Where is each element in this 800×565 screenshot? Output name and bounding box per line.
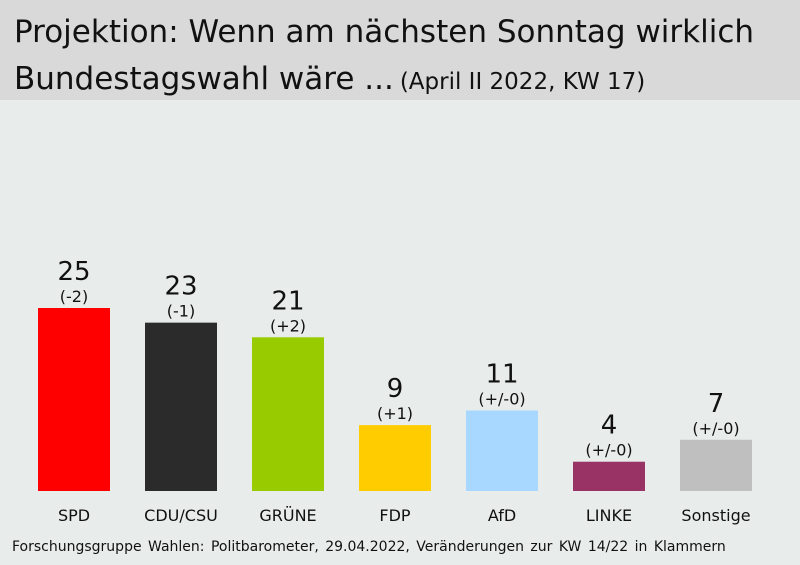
- category-label-afd: AfD: [488, 506, 516, 525]
- change-label-fdp: (+1): [377, 404, 413, 423]
- chart-title-line-1: Projektion: Wenn am nächsten Sonntag wir…: [14, 14, 755, 50]
- category-label-linke: LINKE: [586, 506, 632, 525]
- category-label-spd: SPD: [58, 506, 90, 525]
- bar-sonstige: [680, 439, 752, 491]
- source-note: Forschungsgruppe Wahlen: Politbarometer,…: [12, 539, 726, 555]
- chart-title-line-2-text: Bundestagswahl wäre ...: [14, 61, 394, 97]
- category-label-cdu-csu: CDU/CSU: [144, 506, 218, 525]
- change-label-sonstige: (+/-0): [692, 419, 739, 438]
- value-label-spd: 25: [57, 257, 90, 287]
- change-label-cdu-csu: (-1): [167, 302, 195, 321]
- change-label-gr-ne: (+2): [270, 316, 306, 335]
- bar-chart: (-2)25 SPD (-1)23 CDU/CSU (+2)21 GRÜNE (+1)9 FD…: [38, 257, 752, 525]
- change-label-spd: (-2): [60, 287, 88, 306]
- bar-cdu-csu: [145, 322, 217, 491]
- value-label-afd: 11: [485, 359, 518, 389]
- bar-afd: [466, 410, 538, 491]
- value-label-linke: 4: [601, 411, 618, 441]
- change-label-afd: (+/-0): [478, 389, 525, 408]
- bar-fdp: [359, 425, 431, 491]
- value-label-fdp: 9: [387, 374, 404, 404]
- category-label-gr-ne: GRÜNE: [259, 506, 316, 525]
- bar-gr-ne: [252, 337, 324, 491]
- category-label-sonstige: Sonstige: [681, 506, 750, 525]
- value-label-gr-ne: 21: [271, 286, 304, 316]
- category-label-fdp: FDP: [379, 506, 411, 525]
- bar-spd: [38, 308, 110, 491]
- chart-subtitle: (April II 2022, KW 17): [399, 69, 646, 95]
- value-label-sonstige: 7: [708, 389, 725, 419]
- bar-linke: [573, 461, 645, 491]
- chart-title-line-2: Bundestagswahl wäre ... (April II 2022, K…: [14, 64, 645, 95]
- value-label-cdu-csu: 23: [164, 272, 197, 302]
- change-label-linke: (+/-0): [585, 441, 632, 460]
- chart-header: Projektion: Wenn am nächsten Sonntag wir…: [0, 0, 800, 100]
